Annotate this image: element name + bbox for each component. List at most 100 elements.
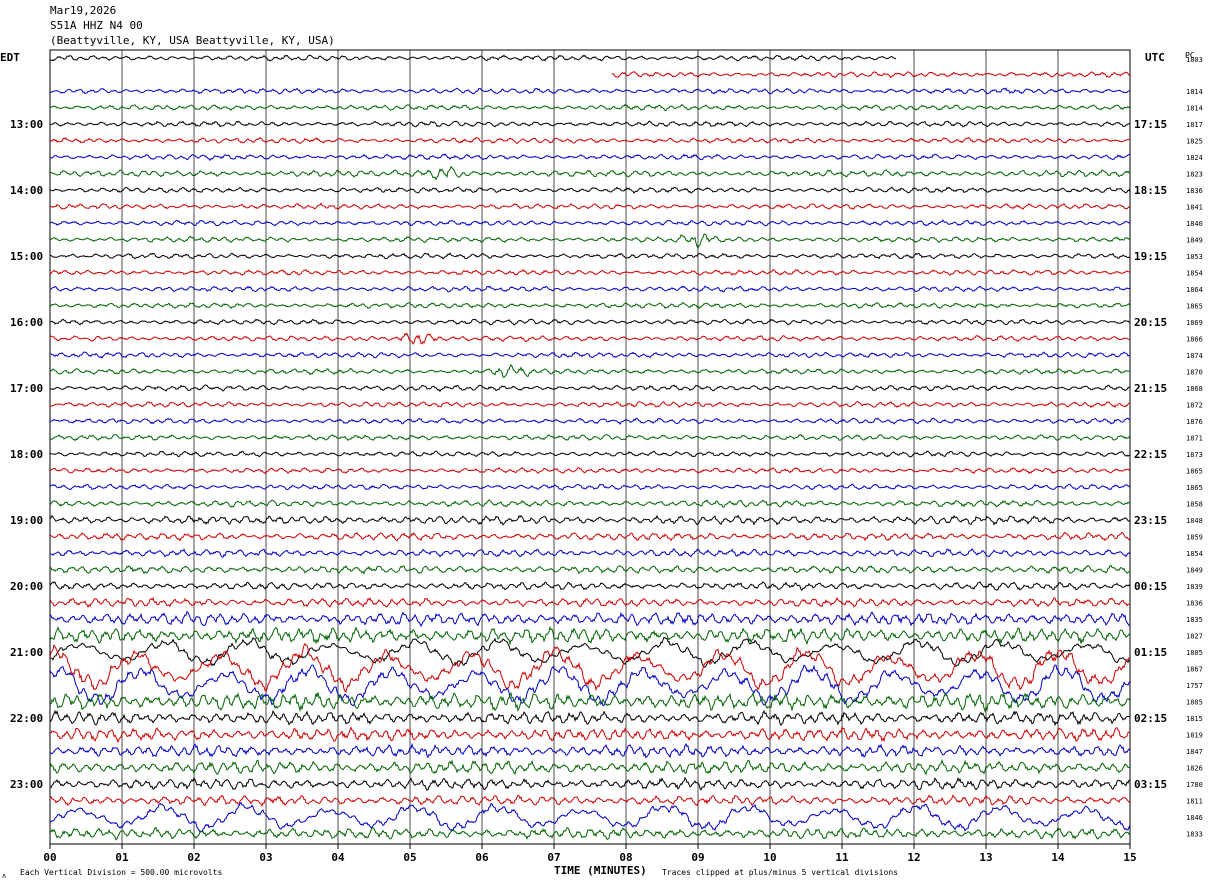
seismogram-traces xyxy=(49,54,1131,841)
right-hour-label: 18:15 xyxy=(1134,184,1167,197)
right-hour-label: 21:15 xyxy=(1134,382,1167,395)
trace-row xyxy=(49,826,1131,841)
trace-row xyxy=(49,625,1131,646)
right-hour-label: 03:15 xyxy=(1134,778,1167,791)
trace-row xyxy=(49,691,1131,713)
trace-row xyxy=(49,709,1131,727)
row-pc-value: 1833 xyxy=(1186,831,1203,839)
trace-row xyxy=(611,71,1130,79)
row-pc-value: 1836 xyxy=(1186,187,1203,195)
trace-row xyxy=(49,351,1131,359)
left-hour-label: 15:00 xyxy=(10,250,43,263)
trace-row xyxy=(49,153,1131,162)
trace-row xyxy=(49,483,1131,491)
trace-row xyxy=(49,332,1131,345)
row-pc-value: 1868 xyxy=(1186,385,1203,393)
left-axis-label: EDT xyxy=(0,51,20,64)
row-pc-value: 1847 xyxy=(1186,748,1203,756)
footer-scale-note: Each Vertical Division = 500.00 microvol… xyxy=(20,868,222,877)
trace-row xyxy=(49,202,1131,211)
row-pc-value: 1848 xyxy=(1186,517,1203,525)
x-tick-label: 08 xyxy=(619,851,632,864)
trace-row xyxy=(49,580,1131,591)
trace-row xyxy=(49,285,1131,293)
row-pc-value: 1876 xyxy=(1186,418,1203,426)
left-hour-label: 21:00 xyxy=(10,646,43,659)
row-pc-value: 1858 xyxy=(1186,501,1203,509)
left-hour-label: 23:00 xyxy=(10,778,43,791)
row-pc-value: 1854 xyxy=(1186,550,1203,558)
trace-row xyxy=(49,547,1131,558)
trace-row xyxy=(49,642,1131,693)
trace-row xyxy=(49,758,1131,776)
trace-row xyxy=(49,318,1130,326)
row-pc-value: 1805 xyxy=(1186,649,1203,657)
trace-row xyxy=(49,564,1130,575)
right-hour-label: 20:15 xyxy=(1134,316,1167,329)
right-axis-label: UTC xyxy=(1145,51,1165,64)
trace-row xyxy=(49,401,1130,409)
left-hour-label: 19:00 xyxy=(10,514,43,527)
row-pc-value: 1841 xyxy=(1186,204,1203,212)
left-hour-label: 13:00 xyxy=(10,118,43,131)
right-hour-label: 01:15 xyxy=(1134,646,1167,659)
right-hour-label: 19:15 xyxy=(1134,250,1167,263)
row-pc-value: 1840 xyxy=(1186,220,1203,228)
trace-row xyxy=(49,363,1131,378)
row-pc-value: 1869 xyxy=(1186,319,1203,327)
trace-row xyxy=(49,268,1131,276)
x-tick-label: 09 xyxy=(691,851,704,864)
x-tick-label: 07 xyxy=(547,851,560,864)
right-hour-label: 23:15 xyxy=(1134,514,1167,527)
right-hour-label: 00:15 xyxy=(1134,580,1167,593)
trace-row xyxy=(49,233,1131,250)
x-axis-label: TIME (MINUTES) xyxy=(554,864,647,877)
trace-row xyxy=(49,801,1131,833)
trace-row xyxy=(49,499,1131,508)
x-tick-label: 15 xyxy=(1123,851,1136,864)
header-date: Mar19,2026 xyxy=(50,4,117,17)
row-pc-value: 1874 xyxy=(1186,352,1203,360)
row-pc-value: 1803 xyxy=(1186,56,1203,64)
x-tick-label: 04 xyxy=(331,851,345,864)
trace-row xyxy=(49,596,1131,609)
row-pc-value: 1780 xyxy=(1186,781,1203,789)
row-pc-value: 1839 xyxy=(1186,583,1203,591)
trace-row xyxy=(49,726,1131,744)
left-hour-label: 14:00 xyxy=(10,184,43,197)
row-pc-value: 1819 xyxy=(1186,732,1203,740)
row-pc-value: 1805 xyxy=(1186,699,1203,707)
row-pc-value: 1811 xyxy=(1186,798,1203,806)
row-pc-value: 1864 xyxy=(1186,286,1203,294)
chart-grid xyxy=(49,49,1131,849)
trace-row xyxy=(49,433,1131,442)
left-hour-label: 17:00 xyxy=(10,382,43,395)
row-pc-value: 1814 xyxy=(1186,88,1203,96)
trace-row xyxy=(49,186,1131,194)
row-pc-value: 1849 xyxy=(1186,567,1203,575)
trace-row xyxy=(49,219,1131,227)
x-tick-label: 13 xyxy=(979,851,992,864)
x-tick-label: 11 xyxy=(835,851,849,864)
row-pc-value: 1873 xyxy=(1186,451,1203,459)
footer-clip-note: Traces clipped at plus/minus 5 vertical … xyxy=(662,868,898,877)
trace-row xyxy=(49,531,1131,542)
row-pc-value: 1859 xyxy=(1186,534,1203,542)
x-tick-label: 02 xyxy=(187,851,200,864)
row-pc-value: 1836 xyxy=(1186,600,1203,608)
row-pc-value: 1872 xyxy=(1186,402,1203,410)
row-pc-value: 1853 xyxy=(1186,253,1203,261)
x-tick-label: 10 xyxy=(763,851,776,864)
x-tick-label: 01 xyxy=(115,851,129,864)
row-pc-value: 1871 xyxy=(1186,435,1203,443)
trace-row xyxy=(49,776,1131,791)
chart-labels: 00 01 02 03 04 05 06 07 08 09 10 11 12 13 14 15 1803 1814… xyxy=(10,56,1203,864)
right-hour-label: 17:15 xyxy=(1134,118,1167,131)
x-tick-label: 00 xyxy=(43,851,56,864)
row-pc-value: 1825 xyxy=(1186,138,1203,146)
row-pc-value: 1757 xyxy=(1186,682,1203,690)
row-pc-value: 1867 xyxy=(1186,666,1203,674)
row-pc-value: 1835 xyxy=(1186,616,1203,624)
row-pc-value: 1865 xyxy=(1186,303,1203,311)
